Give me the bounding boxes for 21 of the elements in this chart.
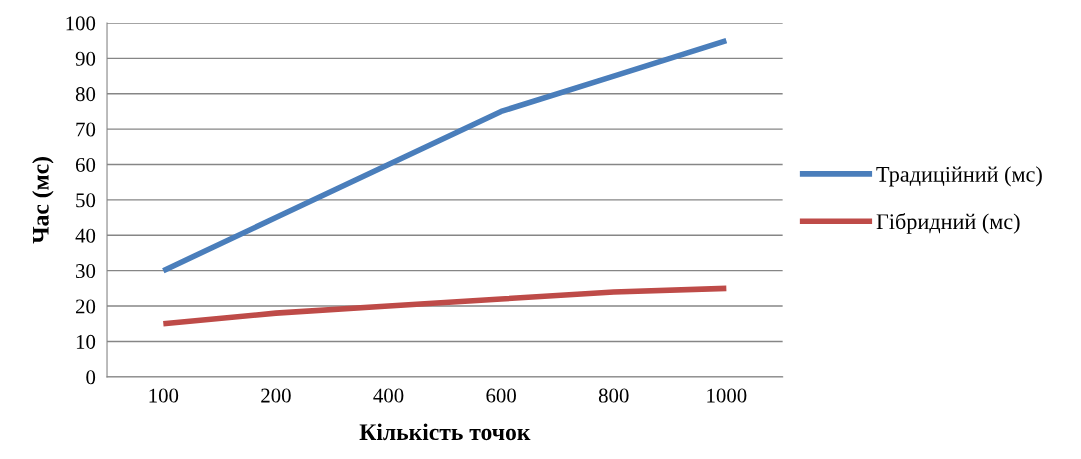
y-tick-label: 50	[76, 193, 96, 208]
x-tick-label: 200	[261, 388, 291, 403]
y-tick-label: 90	[75, 51, 96, 66]
x-axis-title: Кількість точок	[359, 423, 531, 441]
y-tick-label: 100	[66, 16, 96, 31]
legend-label: Традиційний (мс)	[876, 166, 1042, 187]
x-tick-label: 800	[598, 388, 629, 403]
legend-label: Гібридний (мс)	[876, 213, 1020, 234]
y-tick-label: 0	[86, 370, 96, 385]
x-tick-label: 400	[373, 388, 404, 403]
y-tick-label: 20	[75, 299, 96, 314]
x-tick-label: 600	[486, 388, 516, 403]
y-tick-label: 40	[75, 228, 96, 243]
y-tick-label: 10	[76, 334, 96, 349]
y-tick-label: 70	[76, 122, 96, 137]
x-tick-label: 100	[149, 388, 179, 403]
y-tick-label: 80	[75, 87, 96, 102]
x-tick-label: 1000	[707, 388, 747, 403]
y-tick-label: 30	[76, 264, 96, 279]
y-tick-label: 60	[75, 157, 96, 172]
y-axis-title: Час (мс)	[32, 157, 54, 244]
